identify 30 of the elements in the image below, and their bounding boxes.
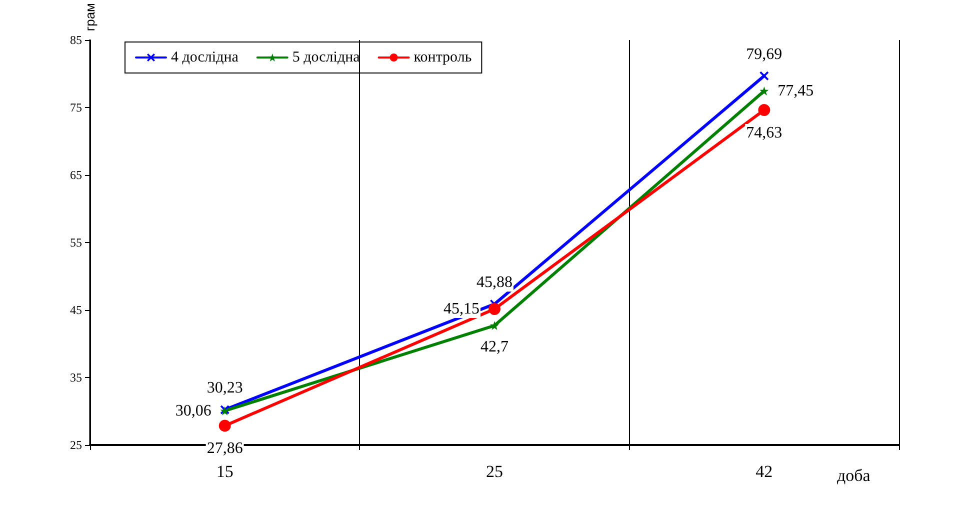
point [488, 303, 500, 315]
legend-label: 4 дослідна [171, 50, 239, 66]
data-label: 30,06 [175, 402, 212, 420]
y-tick-label: 75 [70, 100, 82, 115]
point [218, 420, 231, 432]
point [490, 321, 499, 330]
legend-label: контроль [414, 50, 472, 66]
legend-label: 5 дослідна [292, 50, 360, 66]
x-tick-label: 25 [486, 462, 503, 481]
y-tick-label: 85 [70, 33, 82, 48]
point [760, 86, 769, 96]
y-axis-title: грам [82, 2, 98, 32]
y-tick-label: 35 [70, 370, 82, 385]
data-label: 74,63 [746, 124, 782, 142]
y-tick-label: 65 [70, 168, 82, 182]
data-label: 45,88 [476, 274, 512, 292]
data-label: 45,15 [444, 300, 480, 318]
y-tick-label: 55 [70, 236, 82, 250]
data-label: 79,69 [746, 46, 782, 63]
x-tick-label: 15 [216, 462, 234, 481]
point [758, 104, 770, 116]
x-tick-label: 42 [756, 462, 773, 481]
data-label: 27,86 [206, 440, 243, 458]
y-tick-label: 25 [70, 438, 82, 452]
data-label: 42,7 [480, 338, 508, 356]
data-label: 30,23 [206, 380, 243, 397]
x-axis-title: доба [837, 466, 871, 485]
y-tick-label: 45 [70, 303, 82, 318]
data-label: 77,45 [778, 82, 814, 100]
point [760, 71, 769, 80]
